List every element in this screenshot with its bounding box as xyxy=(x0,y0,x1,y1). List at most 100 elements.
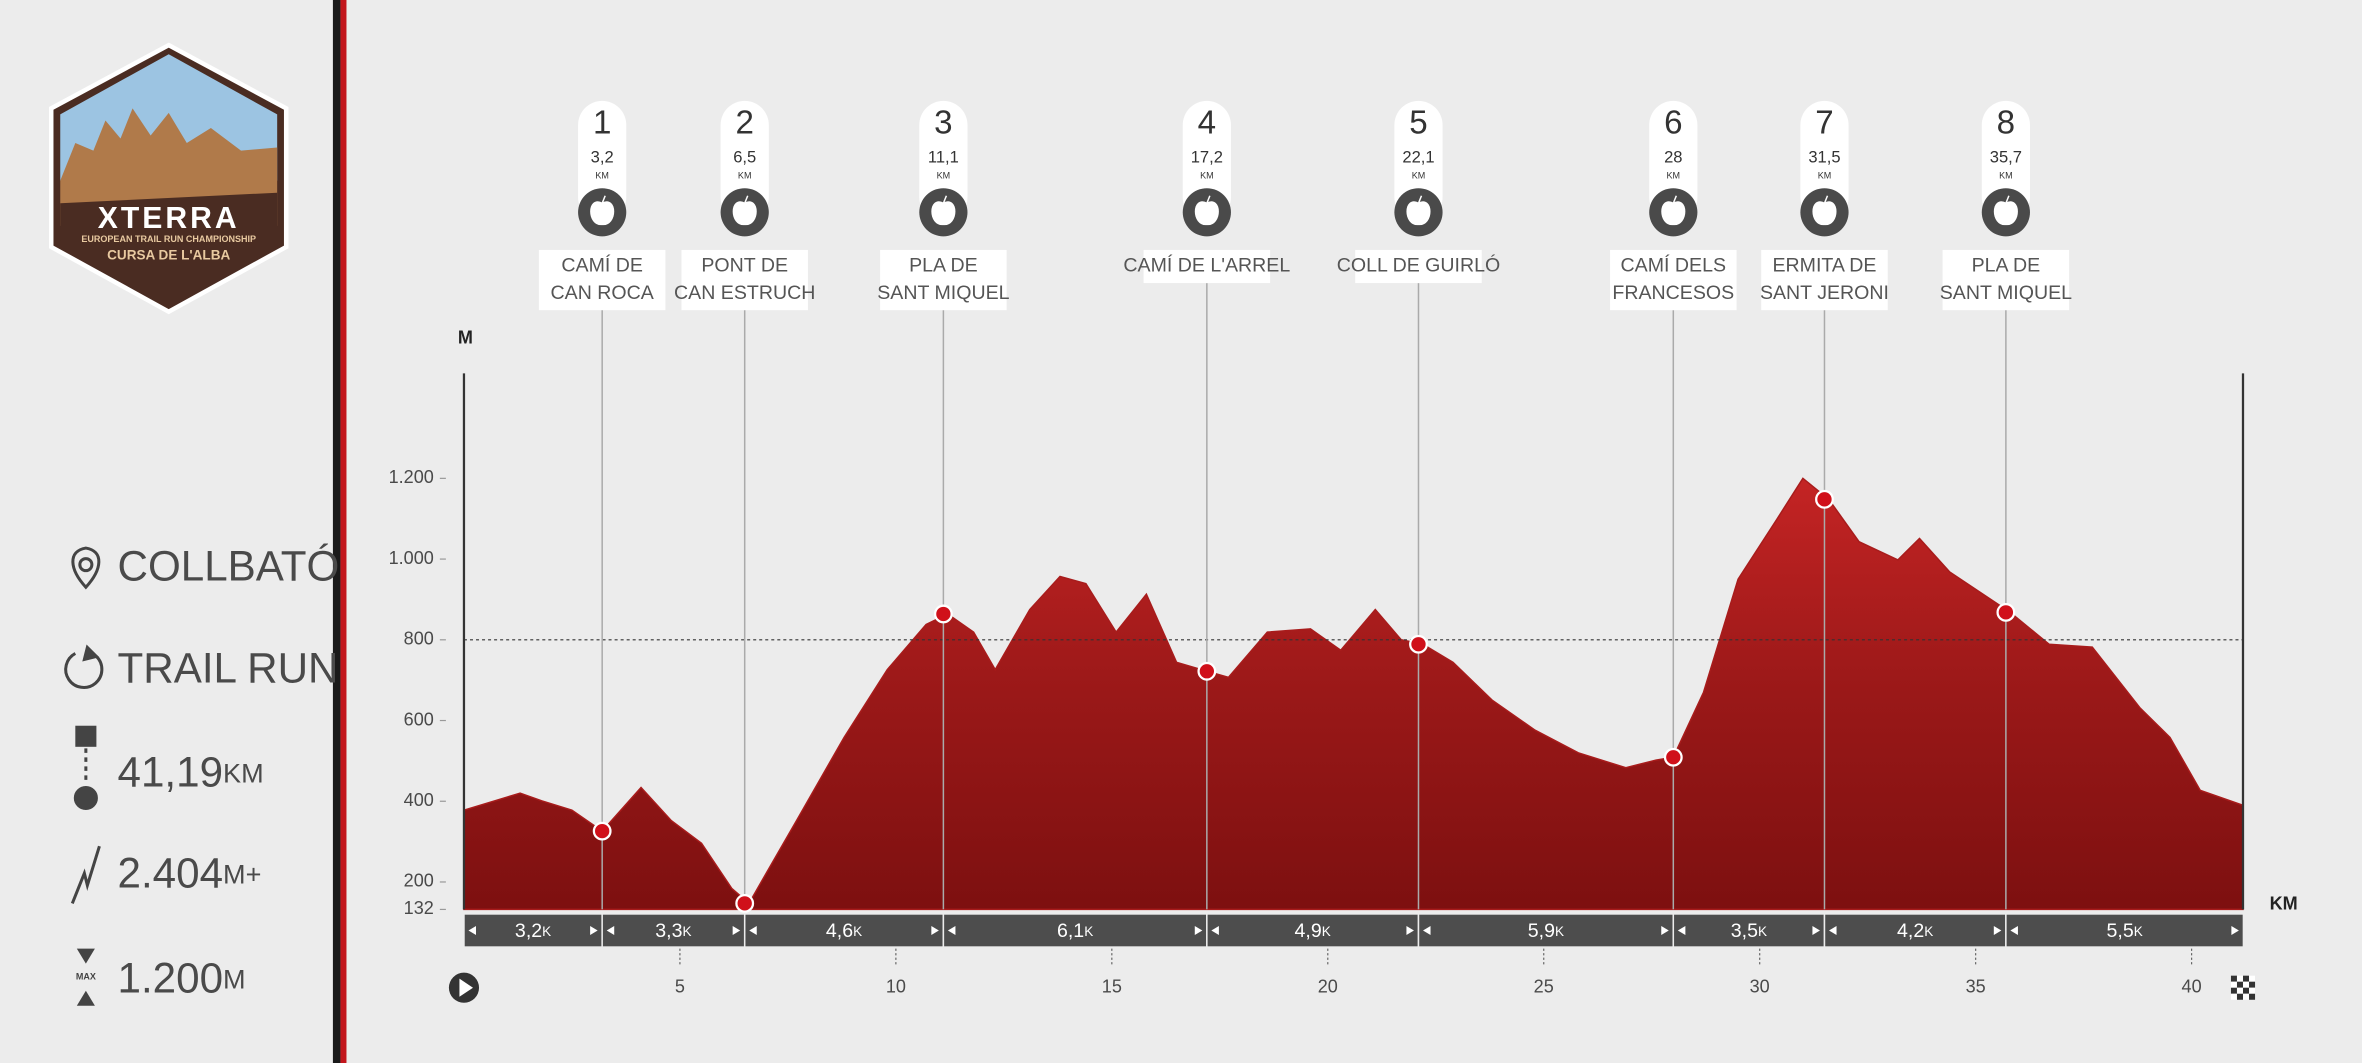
station-km-unit: KM xyxy=(595,171,609,181)
station-km-unit: KM xyxy=(1999,171,2013,181)
station-name: PLA DE xyxy=(1972,255,2041,277)
distance-unit: KM xyxy=(223,758,264,789)
segment xyxy=(743,913,945,948)
station-km-unit: KM xyxy=(1412,171,1426,181)
apple-icon xyxy=(1406,195,1431,226)
segment-arrow xyxy=(468,925,477,936)
distance-value: 41,19 xyxy=(117,749,223,796)
station-pill xyxy=(1394,100,1443,222)
x-tick-label: 20 xyxy=(1318,976,1338,996)
x-tick-label: 25 xyxy=(1534,976,1554,996)
segment-arrow xyxy=(1812,925,1820,936)
sidebar-info xyxy=(64,546,104,1006)
segment xyxy=(1206,913,1420,948)
x-tick-label: 10 xyxy=(886,976,906,996)
station-km: 3,2 xyxy=(591,147,614,166)
segment-arrow xyxy=(1211,925,1219,936)
station-name: CAMÍ DE xyxy=(561,254,643,277)
y-tick-label: 200 xyxy=(404,871,434,891)
finish-icon-cell xyxy=(2236,975,2243,982)
station-number: 4 xyxy=(1198,105,1216,142)
max-altitude-unit: M xyxy=(223,964,246,995)
station-name-box xyxy=(1355,249,1482,284)
station-km: 22,1 xyxy=(1402,147,1434,166)
station-name-box xyxy=(681,249,808,311)
segment-value: 6,1 xyxy=(1057,920,1084,942)
logo-title: XTERRA xyxy=(98,202,240,235)
station-point xyxy=(735,893,755,913)
station-number: 5 xyxy=(1409,105,1427,142)
station-point xyxy=(1815,489,1834,509)
station-name-box xyxy=(1942,249,2070,311)
station-pill xyxy=(1800,100,1849,222)
discipline-icon-arrow xyxy=(82,644,100,662)
finish-icon-cell xyxy=(2249,975,2256,982)
max-altitude-value: 1.200 xyxy=(117,955,223,1002)
finish-icon-cell xyxy=(2236,993,2243,1000)
station-point xyxy=(933,604,953,624)
apple-icon xyxy=(1661,195,1686,226)
segment xyxy=(1417,913,1675,948)
finish-icon-cell xyxy=(2249,987,2256,994)
segment-arrow xyxy=(606,925,615,936)
logo-subtitle: EUROPEAN TRAIL RUN CHAMPIONSHIP xyxy=(81,234,256,244)
apple-icon xyxy=(1194,195,1219,226)
station-pill xyxy=(1649,100,1698,222)
max-altitude: 1.200M xyxy=(117,955,245,1002)
station-km-unit: KM xyxy=(937,171,951,181)
station-number: 8 xyxy=(1997,105,2015,142)
apple-icon xyxy=(1993,195,2018,226)
segment-arrow xyxy=(1423,925,1431,936)
finish-icon-cell xyxy=(2230,993,2237,1000)
segment-label: 6,1K xyxy=(1057,920,1093,942)
elevation-gain-unit: M+ xyxy=(223,858,261,889)
segment-arrow xyxy=(931,925,939,936)
apple-icon xyxy=(590,195,615,226)
segment-arrow xyxy=(1828,925,1837,936)
segment-unit: K xyxy=(1084,924,1093,939)
segment xyxy=(1823,913,2007,948)
segment-value: 3,3 xyxy=(655,920,682,942)
station-name: ERMITA DE xyxy=(1772,255,1876,277)
segment-unit: K xyxy=(1758,924,1767,939)
x-tick-label: 35 xyxy=(1966,976,1986,996)
station-number: 3 xyxy=(934,105,952,142)
logo-race: CURSA DE L'ALBA xyxy=(107,248,230,263)
finish-icon-cell xyxy=(2236,981,2243,988)
finish-icon-cell xyxy=(2230,981,2237,988)
segment-arrow xyxy=(1993,925,2002,936)
segment-value: 3,2 xyxy=(515,920,542,942)
station-name: SANT MIQUEL xyxy=(877,282,1009,304)
location: COLLBATÓ xyxy=(117,542,339,589)
station-number: 6 xyxy=(1664,105,1682,142)
x-tick-label: 30 xyxy=(1750,976,1770,996)
y-tick-label: 132 xyxy=(404,898,434,918)
segment-arrow xyxy=(1661,925,1669,936)
station-pill xyxy=(578,100,627,222)
y-tick-label: 1.000 xyxy=(389,548,434,568)
distance-icon-start xyxy=(73,785,98,811)
station-name-box xyxy=(538,249,666,311)
segment-label: 4,9K xyxy=(1295,920,1331,942)
finish-icon-cell xyxy=(2242,987,2250,994)
x-tick-label: 40 xyxy=(2182,976,2202,996)
station-name: COLL DE GUIRLÓ xyxy=(1337,254,1500,277)
segment-arrow xyxy=(1406,925,1414,936)
elevation-gain: 2.404M+ xyxy=(117,849,261,896)
x-tick-label: 15 xyxy=(1102,976,1122,996)
station-name: SANT JERONI xyxy=(1760,282,1889,304)
divider xyxy=(332,0,341,1063)
finish-icon-cell xyxy=(2242,981,2250,988)
station-km: 6,5 xyxy=(733,147,756,166)
segment-arrow xyxy=(1677,925,1686,936)
station-name: CAMÍ DE L'ARREL xyxy=(1123,254,1290,277)
segment-arrow xyxy=(732,925,741,936)
location-icon xyxy=(71,546,101,590)
station-name: CAN ROCA xyxy=(551,282,655,304)
station-km: 11,1 xyxy=(928,147,959,166)
y-tick-label: 800 xyxy=(404,629,434,649)
station-km-unit: KM xyxy=(1200,171,1214,181)
y-tick-label: 1.200 xyxy=(389,467,434,487)
